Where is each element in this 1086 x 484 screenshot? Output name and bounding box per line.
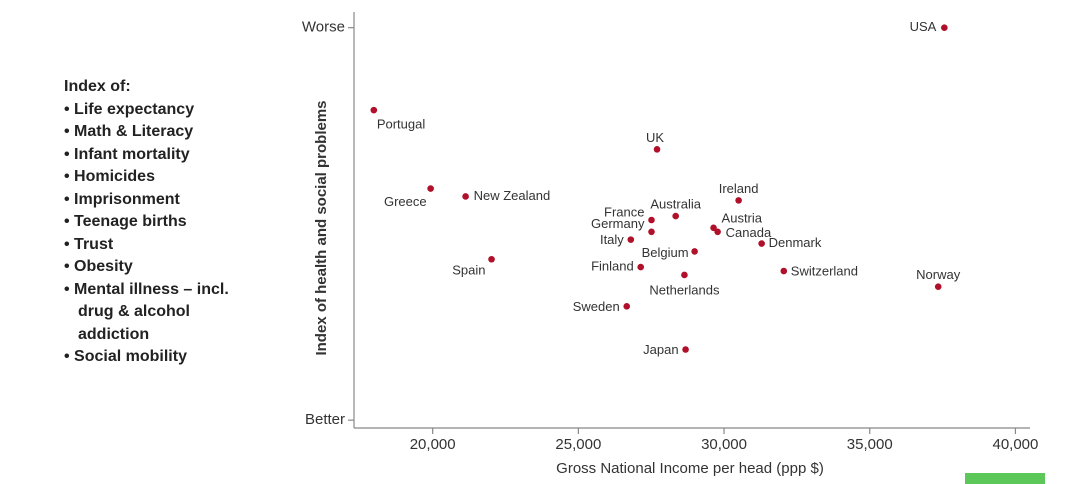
point-label: Norway bbox=[916, 267, 961, 282]
x-tick-label: 35,000 bbox=[847, 436, 893, 453]
list-item: Mental illness – incl. drug & alcohol ad… bbox=[64, 279, 254, 347]
point bbox=[681, 271, 688, 279]
point bbox=[462, 193, 469, 200]
point-label: Switzerland bbox=[791, 263, 858, 278]
point-label: Ireland bbox=[719, 181, 759, 196]
point-label: France bbox=[604, 204, 644, 219]
point-label: Germany bbox=[591, 216, 645, 231]
list-item: Infant mortality bbox=[64, 144, 254, 167]
index-list: Index of: Life expectancyMath & Literacy… bbox=[64, 76, 254, 369]
x-tick-label: 30,000 bbox=[701, 436, 747, 453]
point bbox=[735, 197, 742, 204]
y-axis-label: Index of health and social problems bbox=[313, 100, 330, 355]
point-label: Greece bbox=[384, 194, 427, 209]
point-label: Portugal bbox=[377, 117, 426, 132]
point bbox=[934, 283, 942, 291]
point-label: USA bbox=[910, 19, 937, 34]
point bbox=[758, 240, 765, 247]
x-tick-label: 40,000 bbox=[992, 436, 1038, 453]
point bbox=[648, 228, 655, 236]
point bbox=[648, 216, 655, 224]
list-heading: Index of: bbox=[64, 78, 131, 95]
list-item: Teenage births bbox=[64, 211, 254, 234]
items: Life expectancyMath & LiteracyInfant mor… bbox=[64, 99, 254, 369]
point bbox=[627, 236, 635, 243]
list-item: Life expectancy bbox=[64, 99, 254, 122]
list-item: Social mobility bbox=[64, 346, 254, 369]
list-item: Trust bbox=[64, 234, 254, 257]
point bbox=[488, 255, 495, 263]
point bbox=[714, 228, 721, 236]
list-item: Obesity bbox=[64, 256, 254, 279]
point-label: Canada bbox=[726, 225, 772, 240]
point bbox=[370, 106, 378, 114]
point bbox=[682, 346, 689, 353]
point bbox=[780, 267, 788, 275]
x-axis-label: Gross National Income per head (ppp $) bbox=[556, 460, 824, 477]
point bbox=[653, 146, 661, 153]
x-tick-label: 25,000 bbox=[555, 436, 601, 453]
list-item: Homicides bbox=[64, 166, 254, 189]
decoration bbox=[965, 473, 1045, 484]
point bbox=[672, 212, 679, 220]
point bbox=[623, 303, 631, 310]
point-label: Japan bbox=[643, 342, 678, 357]
point bbox=[941, 24, 948, 31]
point bbox=[427, 185, 434, 192]
point-label: Netherlands bbox=[649, 282, 720, 297]
point bbox=[710, 224, 717, 232]
point-label: UK bbox=[646, 130, 664, 145]
point-label: Denmark bbox=[769, 235, 822, 250]
point-label: Austria bbox=[722, 210, 763, 225]
point-label: Belgium bbox=[642, 245, 689, 260]
y-tick-label: Worse bbox=[302, 19, 345, 36]
point-label: Italy bbox=[600, 232, 624, 247]
list-item: Math & Literacy bbox=[64, 121, 254, 144]
point-label: Australia bbox=[650, 197, 701, 212]
y-tick-label: Better bbox=[305, 411, 345, 428]
point-label: Spain bbox=[452, 263, 485, 278]
point-label: New Zealand bbox=[474, 188, 551, 203]
x-tick-label: 20,000 bbox=[410, 436, 456, 453]
list-item: Imprisonment bbox=[64, 189, 254, 212]
point-label: Finland bbox=[591, 259, 634, 274]
point bbox=[637, 263, 645, 271]
point-label: Sweden bbox=[573, 299, 620, 314]
point bbox=[691, 248, 698, 255]
